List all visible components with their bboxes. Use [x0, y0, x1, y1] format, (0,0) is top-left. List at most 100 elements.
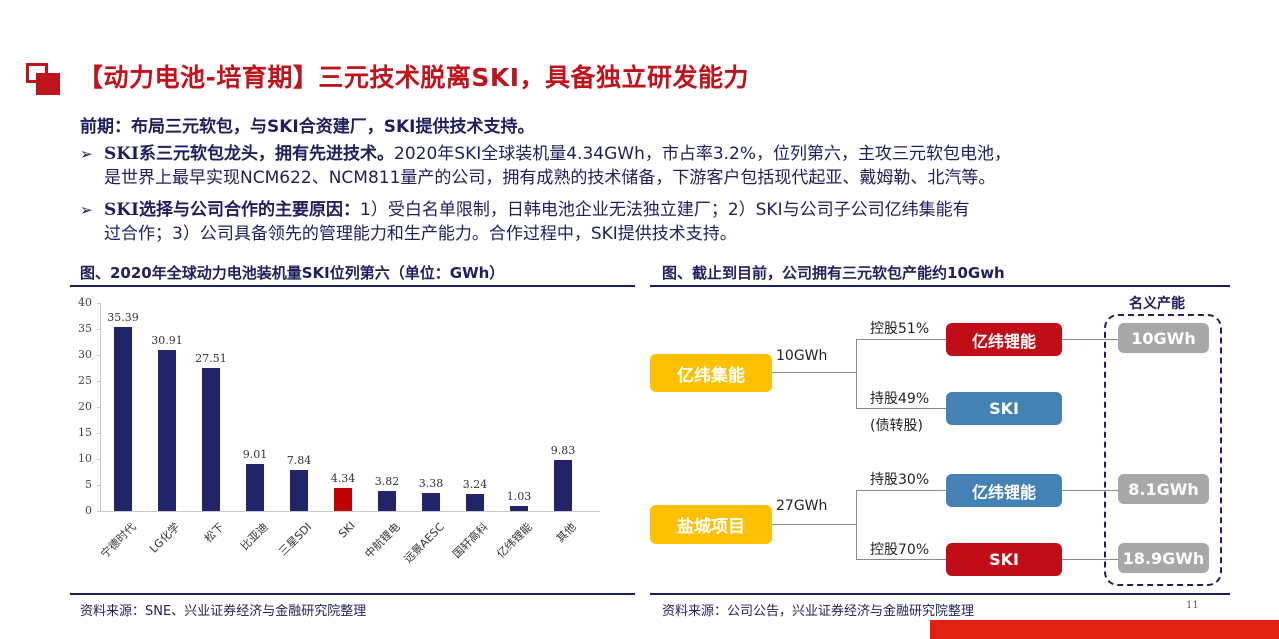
connector: [772, 524, 856, 525]
y-tick-mark: [97, 355, 101, 356]
root-capacity-label: 27GWh: [776, 498, 828, 514]
chart-source: 资料来源：SNE、兴业证券经济与金融研究院整理: [80, 604, 367, 619]
node-yiwei-lineng: 亿纬锂能: [946, 474, 1062, 507]
connector: [856, 339, 946, 340]
connector: [1062, 490, 1118, 491]
node-ski: SKI: [946, 543, 1062, 576]
y-tick-label: 30: [78, 348, 92, 361]
bar: [510, 505, 528, 511]
bar: [334, 488, 352, 511]
y-tick-mark: [97, 303, 101, 304]
x-axis: [100, 511, 600, 512]
node-yiwei-lineng: 亿纬锂能: [946, 323, 1062, 356]
x-category-label: 其他: [553, 520, 579, 546]
capacity-8-1gwh: 8.1GWh: [1118, 474, 1209, 504]
root-capacity-label: 10GWh: [776, 348, 828, 364]
bar: [466, 494, 484, 511]
logo-icon: [26, 63, 60, 95]
bullet-text: 2020年SKI全球装机量4.34GWh，市占率3.2%，位列第六，主攻三元软包…: [394, 144, 1012, 164]
y-tick-mark: [97, 459, 101, 460]
connector: [856, 408, 946, 409]
divider: [650, 285, 1230, 287]
subheading: 前期：布局三元软包，与SKI合资建厂，SKI提供技术支持。: [80, 117, 535, 137]
arrow-bullet-icon: ➢: [80, 145, 93, 163]
bar: [158, 350, 176, 511]
relation-label: 控股70%: [870, 542, 930, 558]
diagram-title: 图、截止到目前，公司拥有三元软包产能约10Gwh: [662, 264, 1005, 282]
bar-chart: 0 5 10 15 20 25 30 35 40 35.39 宁德时代 30.91 LG化学 27.51 松…: [70, 295, 600, 585]
bar-value-label: 9.83: [550, 443, 576, 457]
bar: [290, 470, 308, 511]
page-number: 11: [1186, 600, 1199, 611]
x-category-label: 松下: [201, 520, 227, 546]
connector: [856, 339, 857, 408]
page-title: 【动力电池-培育期】三元技术脱离SKI，具备独立研发能力: [78, 63, 750, 92]
x-category-label: 比亚迪: [238, 520, 271, 553]
y-tick-mark: [97, 511, 101, 512]
arrow-bullet-icon: ➢: [80, 201, 93, 219]
divider: [70, 593, 635, 595]
connector: [856, 490, 857, 559]
y-tick-label: 35: [78, 322, 92, 335]
bar-value-label: 3.82: [374, 475, 400, 489]
bar: [202, 367, 220, 511]
divider: [70, 285, 635, 287]
relation-label: 持股30%: [870, 472, 930, 488]
relation-label: 控股51%: [870, 321, 930, 337]
bullet-bold: SKI系三元软包龙头，拥有先进技术。: [104, 144, 395, 164]
x-category-label: LG化学: [147, 520, 183, 556]
y-tick-label: 20: [78, 400, 92, 413]
y-tick-mark: [97, 381, 101, 382]
footer-accent-bar: [930, 620, 1279, 639]
relation-label: 持股49%: [870, 391, 930, 407]
y-tick-label: 5: [85, 478, 92, 491]
y-tick-mark: [97, 329, 101, 330]
connector: [1062, 559, 1118, 560]
x-category-label: 三星SDI: [276, 520, 315, 559]
capacity-header: 名义产能: [1129, 296, 1185, 312]
bar-value-label: 1.03: [506, 489, 532, 503]
bullet-text-cont: 过合作；3）公司具备领先的管理能力和生产能力。合作过程中，SKI提供技术支持。: [104, 224, 737, 244]
y-tick-label: 0: [85, 504, 92, 517]
y-tick-label: 10: [78, 452, 92, 465]
bar: [246, 464, 264, 511]
bar: [378, 491, 396, 511]
bullet-ski-leader: ➢ SKI系三元软包龙头，拥有先进技术。2020年SKI全球装机量4.34GWh，…: [80, 142, 1200, 190]
bar: [422, 493, 440, 511]
node-yancheng-project: 盐城项目: [650, 505, 772, 544]
node-ski: SKI: [946, 392, 1062, 425]
x-category-label: 中航锂电: [362, 520, 403, 561]
capacity-box: [1104, 314, 1222, 586]
bar-value-label: 7.84: [286, 454, 312, 468]
bar: [554, 459, 572, 511]
x-category-label: 宁德时代: [98, 520, 139, 561]
relation-note: (债转股): [870, 418, 923, 434]
bar-value-label: 35.39: [107, 310, 139, 324]
diagram-source: 资料来源：公司公告，兴业证券经济与金融研究院整理: [662, 604, 975, 619]
y-tick-label: 40: [78, 296, 92, 309]
y-tick-label: 15: [78, 426, 92, 439]
divider: [650, 593, 1230, 595]
bar-value-label: 3.38: [418, 477, 444, 491]
connector: [1062, 339, 1118, 340]
capacity-18-9gwh: 18.9GWh: [1118, 543, 1209, 573]
x-category-label: SKI: [335, 519, 358, 541]
bar-value-label: 27.51: [195, 351, 227, 365]
bar-value-label: 4.34: [330, 472, 356, 486]
bullet-text: 1）受白名单限制，日韩电池企业无法独立建厂；2）SKI与公司子公司亿纬集能有: [360, 200, 970, 220]
bar-value-label: 3.24: [462, 478, 488, 492]
y-tick-mark: [97, 407, 101, 408]
y-tick-mark: [97, 433, 101, 434]
bullet-bold: SKI选择与公司合作的主要原因：: [104, 200, 361, 220]
chart-title: 图、2020年全球动力电池装机量SKI位列第六（单位：GWh）: [80, 264, 505, 282]
connector: [856, 559, 946, 560]
x-category-label: 亿纬锂能: [494, 520, 535, 561]
bar-value-label: 9.01: [242, 448, 268, 462]
bullet-cooperation-reasons: ➢ SKI选择与公司合作的主要原因：1）受白名单限制，日韩电池企业无法独立建厂；2…: [80, 198, 1200, 246]
capacity-10gwh: 10GWh: [1118, 323, 1209, 353]
bar-value-label: 30.91: [151, 334, 183, 348]
connector: [856, 490, 946, 491]
y-tick-mark: [97, 485, 101, 486]
x-category-label: 远景AESC: [401, 520, 447, 566]
x-category-label: 国轩高科: [450, 520, 491, 561]
